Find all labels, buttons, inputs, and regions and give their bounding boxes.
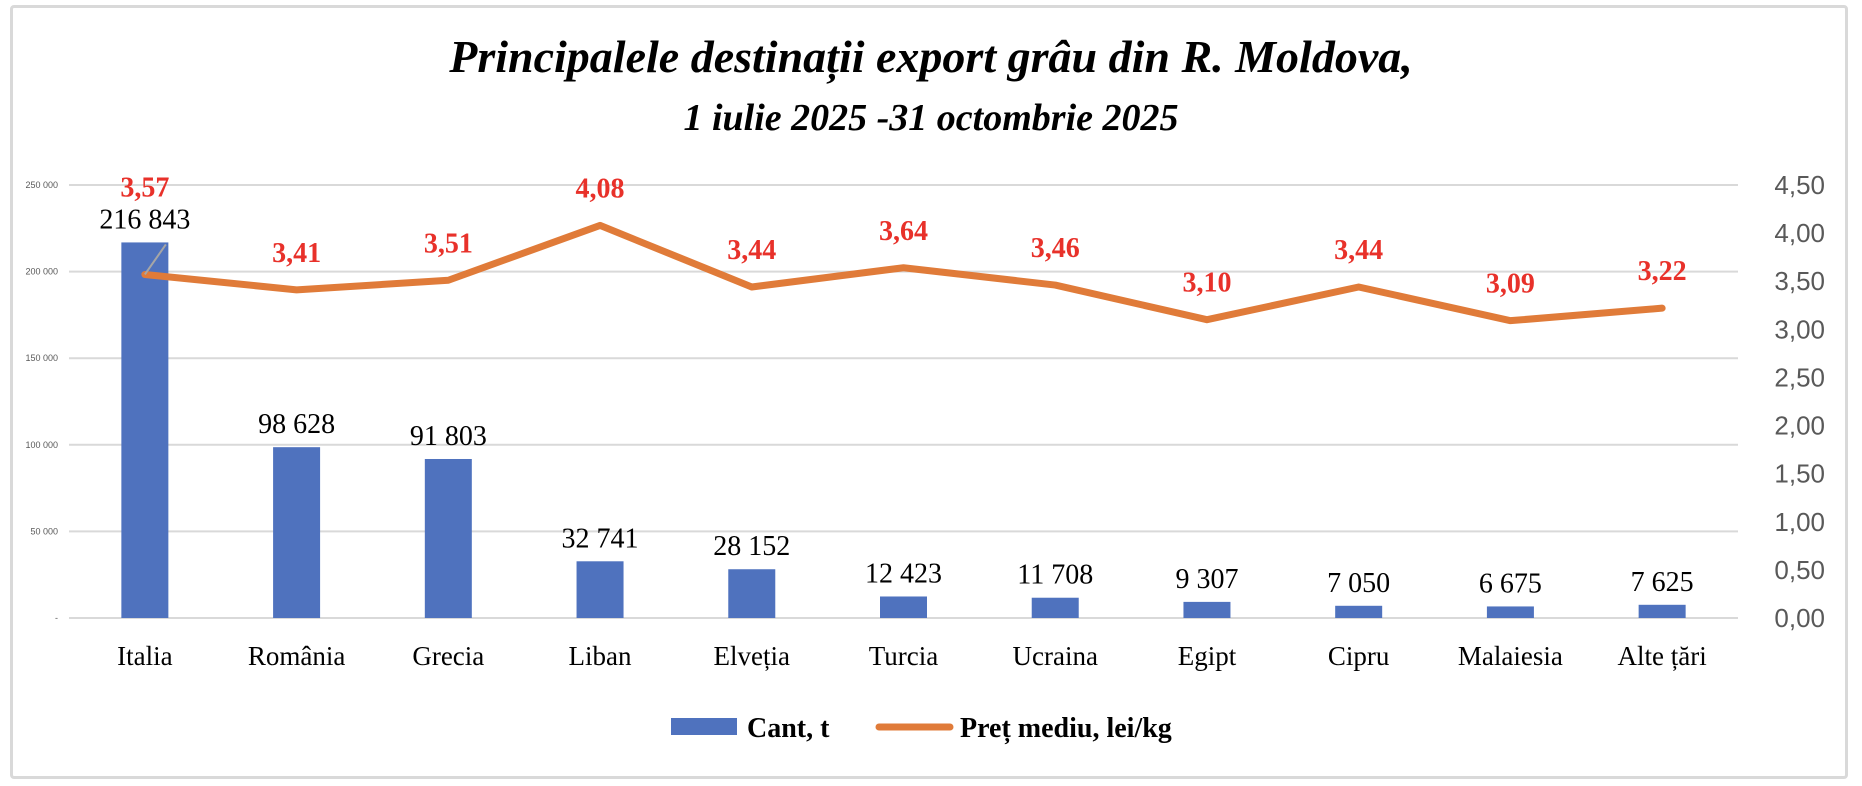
legend-label-bar: Cant, t	[747, 713, 830, 744]
chart-subtitle: 1 iulie 2025 -31 octombrie 2025	[683, 97, 1178, 139]
left-axis-tick: 100 000	[25, 440, 58, 450]
x-axis-label: Malaiesia	[1458, 641, 1563, 671]
bar-turcia	[880, 596, 927, 618]
right-axis-tick: 2,00	[1774, 411, 1825, 441]
price-value-label: 3,44	[727, 235, 776, 266]
price-value-label: 3,41	[272, 238, 321, 269]
bar-ucraina	[1031, 597, 1079, 618]
legend: Cant, t Preț mediu, lei/kg	[671, 713, 1172, 744]
bar-grecia	[424, 458, 472, 618]
legend-swatch-bar	[671, 718, 737, 735]
bar-value-label: 98 628	[258, 409, 335, 440]
chart-frame	[10, 5, 1848, 779]
right-axis-tick: 3,50	[1774, 266, 1825, 296]
x-axis-label: Ucraina	[1013, 641, 1098, 671]
price-value-label: 3,51	[424, 228, 473, 259]
price-value-label: 3,64	[879, 216, 928, 247]
left-axis-tick: 250 000	[25, 180, 58, 190]
right-axis-tick: 3,00	[1774, 314, 1825, 344]
bar-românia	[273, 447, 321, 618]
bar-value-label: 12 423	[865, 558, 942, 589]
bar-value-label: 28 152	[713, 531, 790, 562]
right-axis-tick: 0,00	[1774, 603, 1825, 633]
x-axis-label: Italia	[117, 641, 172, 671]
right-axis-tick: 1,00	[1774, 507, 1825, 537]
price-value-label: 3,10	[1182, 268, 1231, 299]
bar-cipru	[1335, 605, 1383, 618]
bar-italia	[121, 242, 169, 618]
bar-egipt	[1183, 601, 1231, 618]
bar-value-label: 91 803	[410, 421, 487, 452]
x-axis-label: Elveția	[714, 641, 790, 671]
price-value-label: 4,08	[576, 173, 625, 204]
price-value-label: 3,09	[1486, 269, 1535, 300]
bar-malaiesia	[1486, 606, 1534, 618]
x-axis-label: Alte țări	[1618, 641, 1707, 671]
bar-alte țări	[1638, 604, 1686, 618]
x-axis-label: Egipt	[1178, 641, 1237, 671]
bar-value-label: 9 307	[1175, 564, 1238, 595]
price-value-label: 3,44	[1334, 235, 1383, 266]
x-axis-label: Cipru	[1328, 641, 1390, 671]
leader-line	[144, 243, 167, 276]
bar-liban	[576, 561, 624, 618]
right-axis-tick: 1,50	[1774, 459, 1825, 489]
x-axis-label: Liban	[569, 641, 632, 671]
chart-title: Principalele destinații export grâu din …	[448, 31, 1412, 84]
price-value-label: 3,57	[120, 172, 169, 203]
right-axis-tick: 4,50	[1774, 170, 1825, 200]
bar-value-label: 7 625	[1631, 567, 1694, 598]
x-axis-label: Turcia	[869, 641, 939, 671]
legend-label-line: Preț mediu, lei/kg	[960, 713, 1172, 744]
bar-value-label: 7 050	[1327, 568, 1390, 599]
x-axis-label: Grecia	[412, 641, 484, 671]
bar-value-label: 32 741	[562, 523, 639, 554]
x-axis-label: România	[248, 641, 345, 671]
bar-value-label: 216 843	[99, 204, 190, 235]
left-axis-tick: 50 000	[30, 526, 58, 536]
left-axis-tick: 200 000	[25, 267, 58, 277]
left-axis-tick: -	[55, 613, 58, 623]
bar-value-label: 11 708	[1017, 560, 1093, 591]
bar-value-label: 6 675	[1479, 568, 1542, 599]
left-axis-tick: 150 000	[25, 353, 58, 363]
bar-elveția	[728, 569, 776, 618]
price-value-label: 3,22	[1638, 256, 1687, 287]
price-value-label: 3,46	[1031, 233, 1080, 264]
right-axis-tick: 0,50	[1774, 555, 1825, 585]
right-axis-tick: 4,00	[1774, 218, 1825, 248]
right-axis-tick: 2,50	[1774, 362, 1825, 392]
